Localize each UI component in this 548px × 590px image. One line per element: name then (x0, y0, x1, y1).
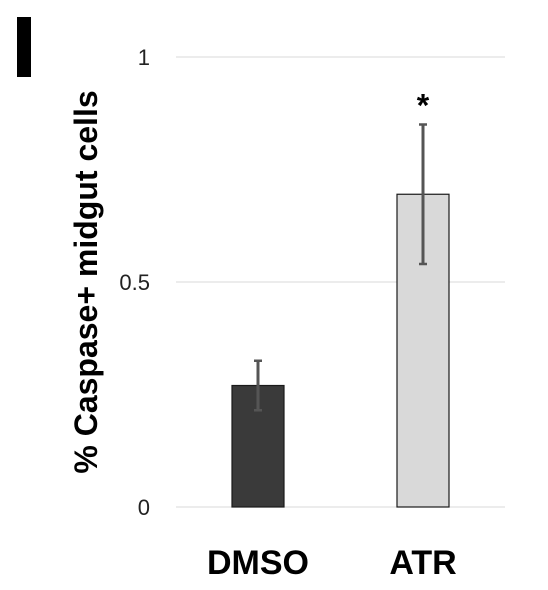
x-category-label: ATR (389, 544, 456, 582)
x-category-label: DMSO (207, 544, 309, 582)
y-tick-label: 0.5 (119, 270, 150, 295)
x-axis-categories: DMSO ATR (207, 544, 457, 582)
error-bars (254, 123, 427, 412)
y-axis-label: % Caspase+ midgut cells (68, 90, 104, 473)
panel-label-bar (17, 17, 31, 77)
error-bar-dmso (254, 359, 262, 412)
y-tick-label: 1 (138, 45, 150, 70)
y-axis-ticks: 00.51 (119, 45, 150, 520)
gridlines (176, 56, 505, 508)
y-tick-label: 0 (138, 495, 150, 520)
error-bar-atr (419, 123, 427, 266)
significance-marks: * (417, 88, 430, 124)
significance-asterisk: * (417, 88, 430, 124)
bars (231, 193, 450, 508)
